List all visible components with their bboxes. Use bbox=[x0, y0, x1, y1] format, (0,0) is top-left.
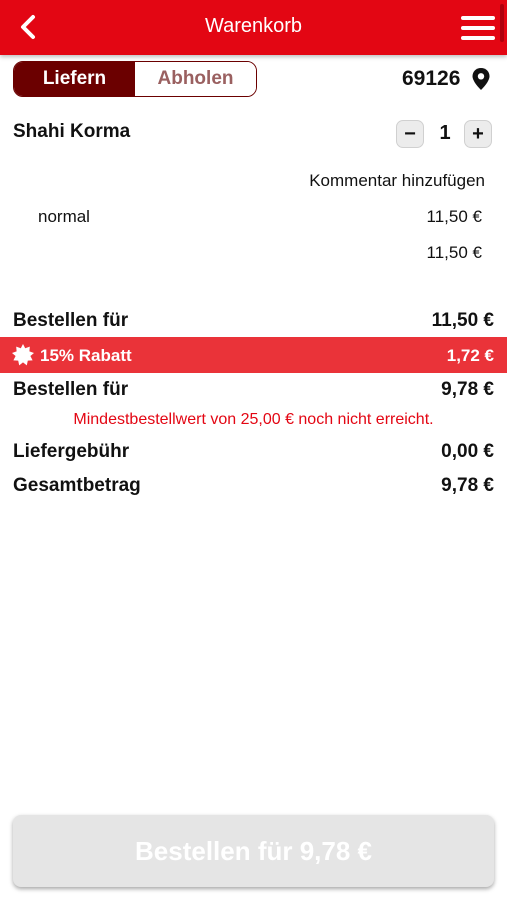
cart-item-name: Shahi Korma bbox=[13, 121, 131, 142]
variant-price: 11,50 € bbox=[426, 207, 482, 226]
location-pin-icon[interactable] bbox=[472, 68, 490, 90]
chevron-left-icon bbox=[21, 15, 35, 39]
discount-row: 15% Rabatt 1,72 € bbox=[0, 337, 507, 373]
add-comment-link[interactable]: Kommentar hinzufügen bbox=[309, 171, 485, 190]
subtotal-label: Bestellen für bbox=[13, 310, 129, 331]
pickup-option[interactable]: Abholen bbox=[135, 62, 256, 96]
place-order-button[interactable]: Bestellen für 9,78 € bbox=[13, 815, 494, 887]
total-value: 9,78 € bbox=[441, 475, 494, 496]
delivery-fee-row: Liefergebühr 0,00 € bbox=[13, 441, 494, 467]
discount-label: 15% Rabatt bbox=[40, 346, 132, 365]
discount-badge-icon bbox=[12, 344, 34, 366]
hamburger-menu-icon bbox=[461, 16, 495, 20]
delivery-fee-value: 0,00 € bbox=[441, 441, 494, 462]
subtotal-value: 11,50 € bbox=[431, 310, 494, 331]
discounted-subtotal-label: Bestellen für bbox=[13, 379, 129, 400]
total-row: Gesamtbetrag 9,78 € bbox=[13, 475, 494, 501]
discounted-subtotal-row: Bestellen für 9,78 € bbox=[13, 379, 494, 405]
scrollbar[interactable] bbox=[500, 4, 504, 42]
back-button[interactable] bbox=[14, 12, 44, 42]
increase-quantity-button[interactable]: + bbox=[464, 120, 492, 148]
subtotal-row: Bestellen für 11,50 € bbox=[13, 310, 494, 336]
postal-code[interactable]: 69126 bbox=[402, 67, 461, 90]
item-variant: normal bbox=[38, 207, 90, 226]
app-header: Warenkorb bbox=[0, 0, 507, 55]
total-label: Gesamtbetrag bbox=[13, 475, 141, 496]
decrease-quantity-button[interactable]: − bbox=[396, 120, 424, 148]
discounted-subtotal-value: 9,78 € bbox=[441, 379, 494, 400]
menu-button[interactable] bbox=[461, 14, 497, 42]
quantity-value: 1 bbox=[439, 122, 451, 144]
item-total-price: 11,50 € bbox=[426, 243, 482, 262]
delivery-fee-label: Liefergebühr bbox=[13, 441, 130, 462]
delivery-mode-toggle[interactable]: Liefern Abholen bbox=[13, 61, 257, 97]
deliver-option[interactable]: Liefern bbox=[14, 62, 135, 96]
discount-value: 1,72 € bbox=[446, 346, 494, 365]
page-title: Warenkorb bbox=[204, 15, 303, 37]
min-order-warning: Mindestbestellwert von 25,00 € noch nich… bbox=[73, 411, 434, 428]
